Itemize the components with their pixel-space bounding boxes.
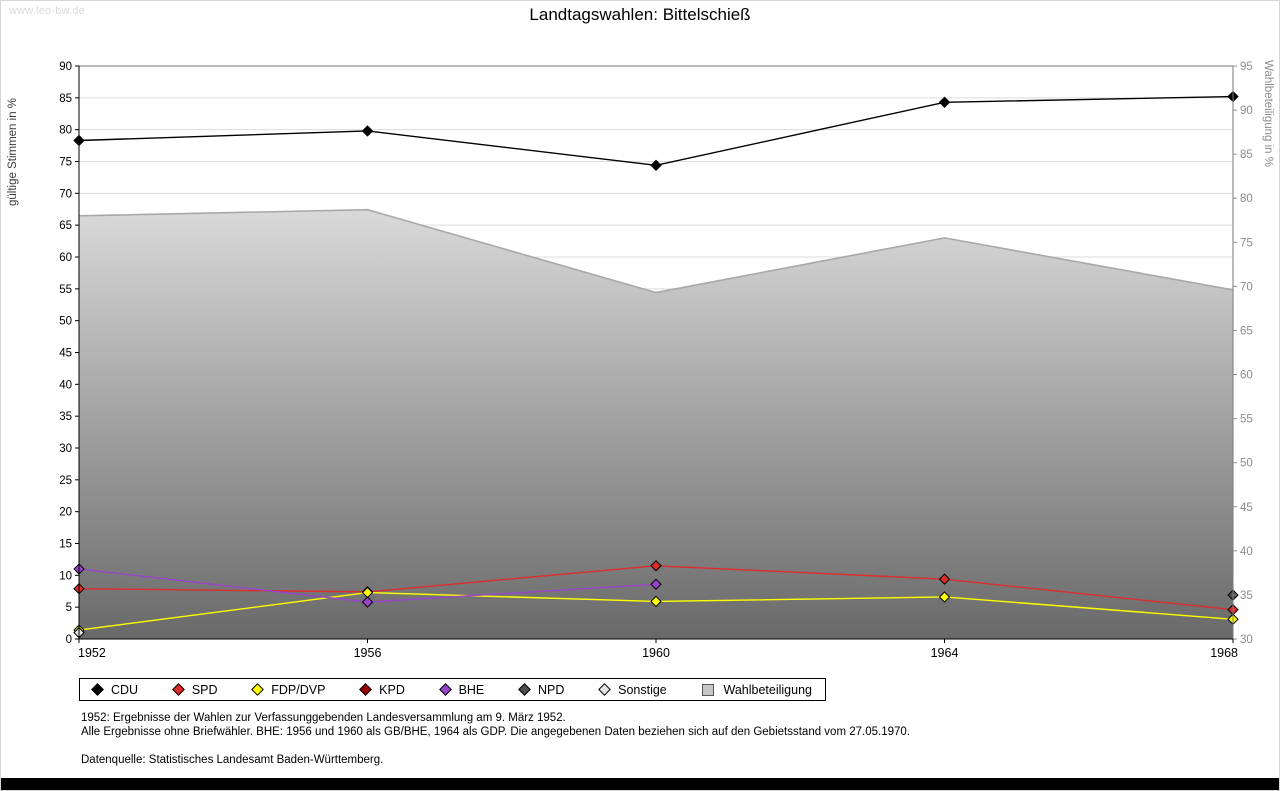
wahlbeteiligung-line (78, 208, 1234, 294)
left-tick-label: 5 (66, 602, 72, 614)
legend-label-wahlbeteiligung: Wahlbeteiligung (723, 682, 812, 697)
left-tick-label: 65 (59, 220, 72, 232)
marker-cdu (361, 125, 374, 137)
left-axis-title: gültige Stimmen in % (7, 98, 19, 206)
left-tick-label: 10 (59, 570, 72, 582)
footnote-line-1: 1952: Ergebnisse der Wahlen zur Verfassu… (81, 712, 566, 724)
left-tick-label: 20 (59, 507, 72, 519)
legend-item-wahlbeteiligung: Wahlbeteiligung (702, 682, 812, 697)
marker-spd (938, 573, 951, 585)
right-tick-label: 30 (1240, 634, 1253, 646)
x-axis-label: 1968 (1210, 646, 1238, 660)
election-chart: 0 5 10 15 20 25 30 35 40 45 50 55 60 65 70 75 80 85 90 30 35… (7, 60, 1274, 660)
legend-diamond-icon (359, 683, 373, 696)
footnotes: 1952: Ergebnisse der Wahlen zur Verfassu… (81, 712, 1249, 768)
legend-item-sonstige: Sonstige (598, 682, 667, 697)
marker-bhe (650, 578, 662, 590)
right-tick-label: 75 (1240, 237, 1253, 249)
left-tick-label: 85 (59, 93, 72, 105)
marker-bhe (361, 596, 374, 608)
legend-item-kpd: KPD (359, 682, 405, 697)
legend-label-npd: NPD (537, 682, 565, 697)
legend-label-fdp-dvp: FDP/DVP (271, 682, 326, 697)
legend-label-cdu: CDU (111, 682, 139, 697)
left-tick-label: 90 (59, 61, 72, 73)
left-tick-label: 15 (59, 539, 72, 551)
legend-item-npd: NPD (518, 682, 565, 697)
legend-item-cdu: CDU (91, 682, 139, 697)
left-tick-label: 50 (59, 316, 72, 328)
legend-diamond-icon (438, 683, 452, 696)
right-tick-label: 65 (1240, 325, 1253, 337)
footnote-line-2: Alle Ergebnisse ohne Briefwähler. BHE: 1… (81, 725, 910, 738)
left-tick-label: 30 (59, 443, 72, 455)
marker-cdu (650, 159, 662, 172)
right-tick-label: 80 (1240, 193, 1253, 205)
left-tick-label: 35 (59, 411, 72, 423)
marker-fdp-dvp (938, 591, 951, 603)
x-axis-label: 1956 (354, 646, 382, 660)
right-tick-label: 35 (1240, 590, 1253, 602)
legend-item-fdp-dvp: FDP/DVP (251, 682, 326, 697)
right-tick-label: 50 (1240, 458, 1253, 470)
left-tick-label: 70 (59, 188, 72, 200)
right-tick-label: 70 (1240, 281, 1253, 293)
left-tick-label: 80 (59, 125, 72, 137)
left-tick-label: 0 (66, 634, 72, 646)
left-tick-label: 75 (59, 157, 72, 169)
legend-diamond-icon (251, 683, 265, 696)
marker-spd (650, 560, 662, 572)
right-tick-label: 95 (1240, 61, 1253, 73)
left-tick-label: 45 (59, 348, 72, 360)
legend-diamond-icon (598, 683, 611, 696)
chart-legend: CDU SPD FDP/DVP KPD BHE NPD Sonstige Wahlbeteil… (79, 678, 826, 701)
right-tick-label: 90 (1240, 105, 1253, 117)
legend-diamond-icon (518, 683, 531, 696)
legend-label-kpd: KPD (379, 682, 405, 697)
right-tick-label: 45 (1240, 502, 1253, 514)
left-tick-label: 25 (59, 475, 72, 487)
bottom-black-bar (1, 778, 1279, 790)
right-tick-label: 60 (1240, 370, 1253, 382)
wahlbeteiligung-area (79, 209, 1233, 639)
right-axis-title: Wahlbeteiligung in % (1262, 60, 1274, 167)
legend-label-spd: SPD (191, 682, 218, 697)
right-tick-label: 85 (1240, 149, 1253, 161)
marker-fdp-dvp (650, 595, 662, 608)
legend-label-bhe: BHE (458, 682, 485, 697)
legend-square-icon (702, 683, 715, 696)
x-axis-label: 1952 (78, 646, 106, 660)
series-line-cdu (78, 95, 1234, 167)
left-tick-label: 40 (59, 379, 72, 391)
x-axis-label: 1964 (931, 646, 959, 660)
legend-item-spd: SPD (171, 682, 218, 697)
right-tick-label: 55 (1240, 414, 1253, 426)
legend-diamond-icon (171, 683, 185, 696)
chart-title: Landtagswahlen: Bittelschieß (529, 5, 751, 24)
legend-diamond-icon (91, 683, 104, 696)
x-axis-label: 1960 (642, 646, 670, 660)
left-tick-label: 55 (59, 284, 72, 296)
right-tick-label: 40 (1240, 546, 1253, 558)
legend-label-sonstige: Sonstige (618, 682, 667, 697)
marker-cdu (938, 96, 951, 108)
legend-item-bhe: BHE (438, 682, 485, 697)
left-tick-label: 60 (59, 252, 72, 264)
watermark: www.leo-bw.de (9, 5, 85, 17)
footnote-source: Datenquelle: Statistisches Landesamt Bad… (81, 754, 384, 766)
